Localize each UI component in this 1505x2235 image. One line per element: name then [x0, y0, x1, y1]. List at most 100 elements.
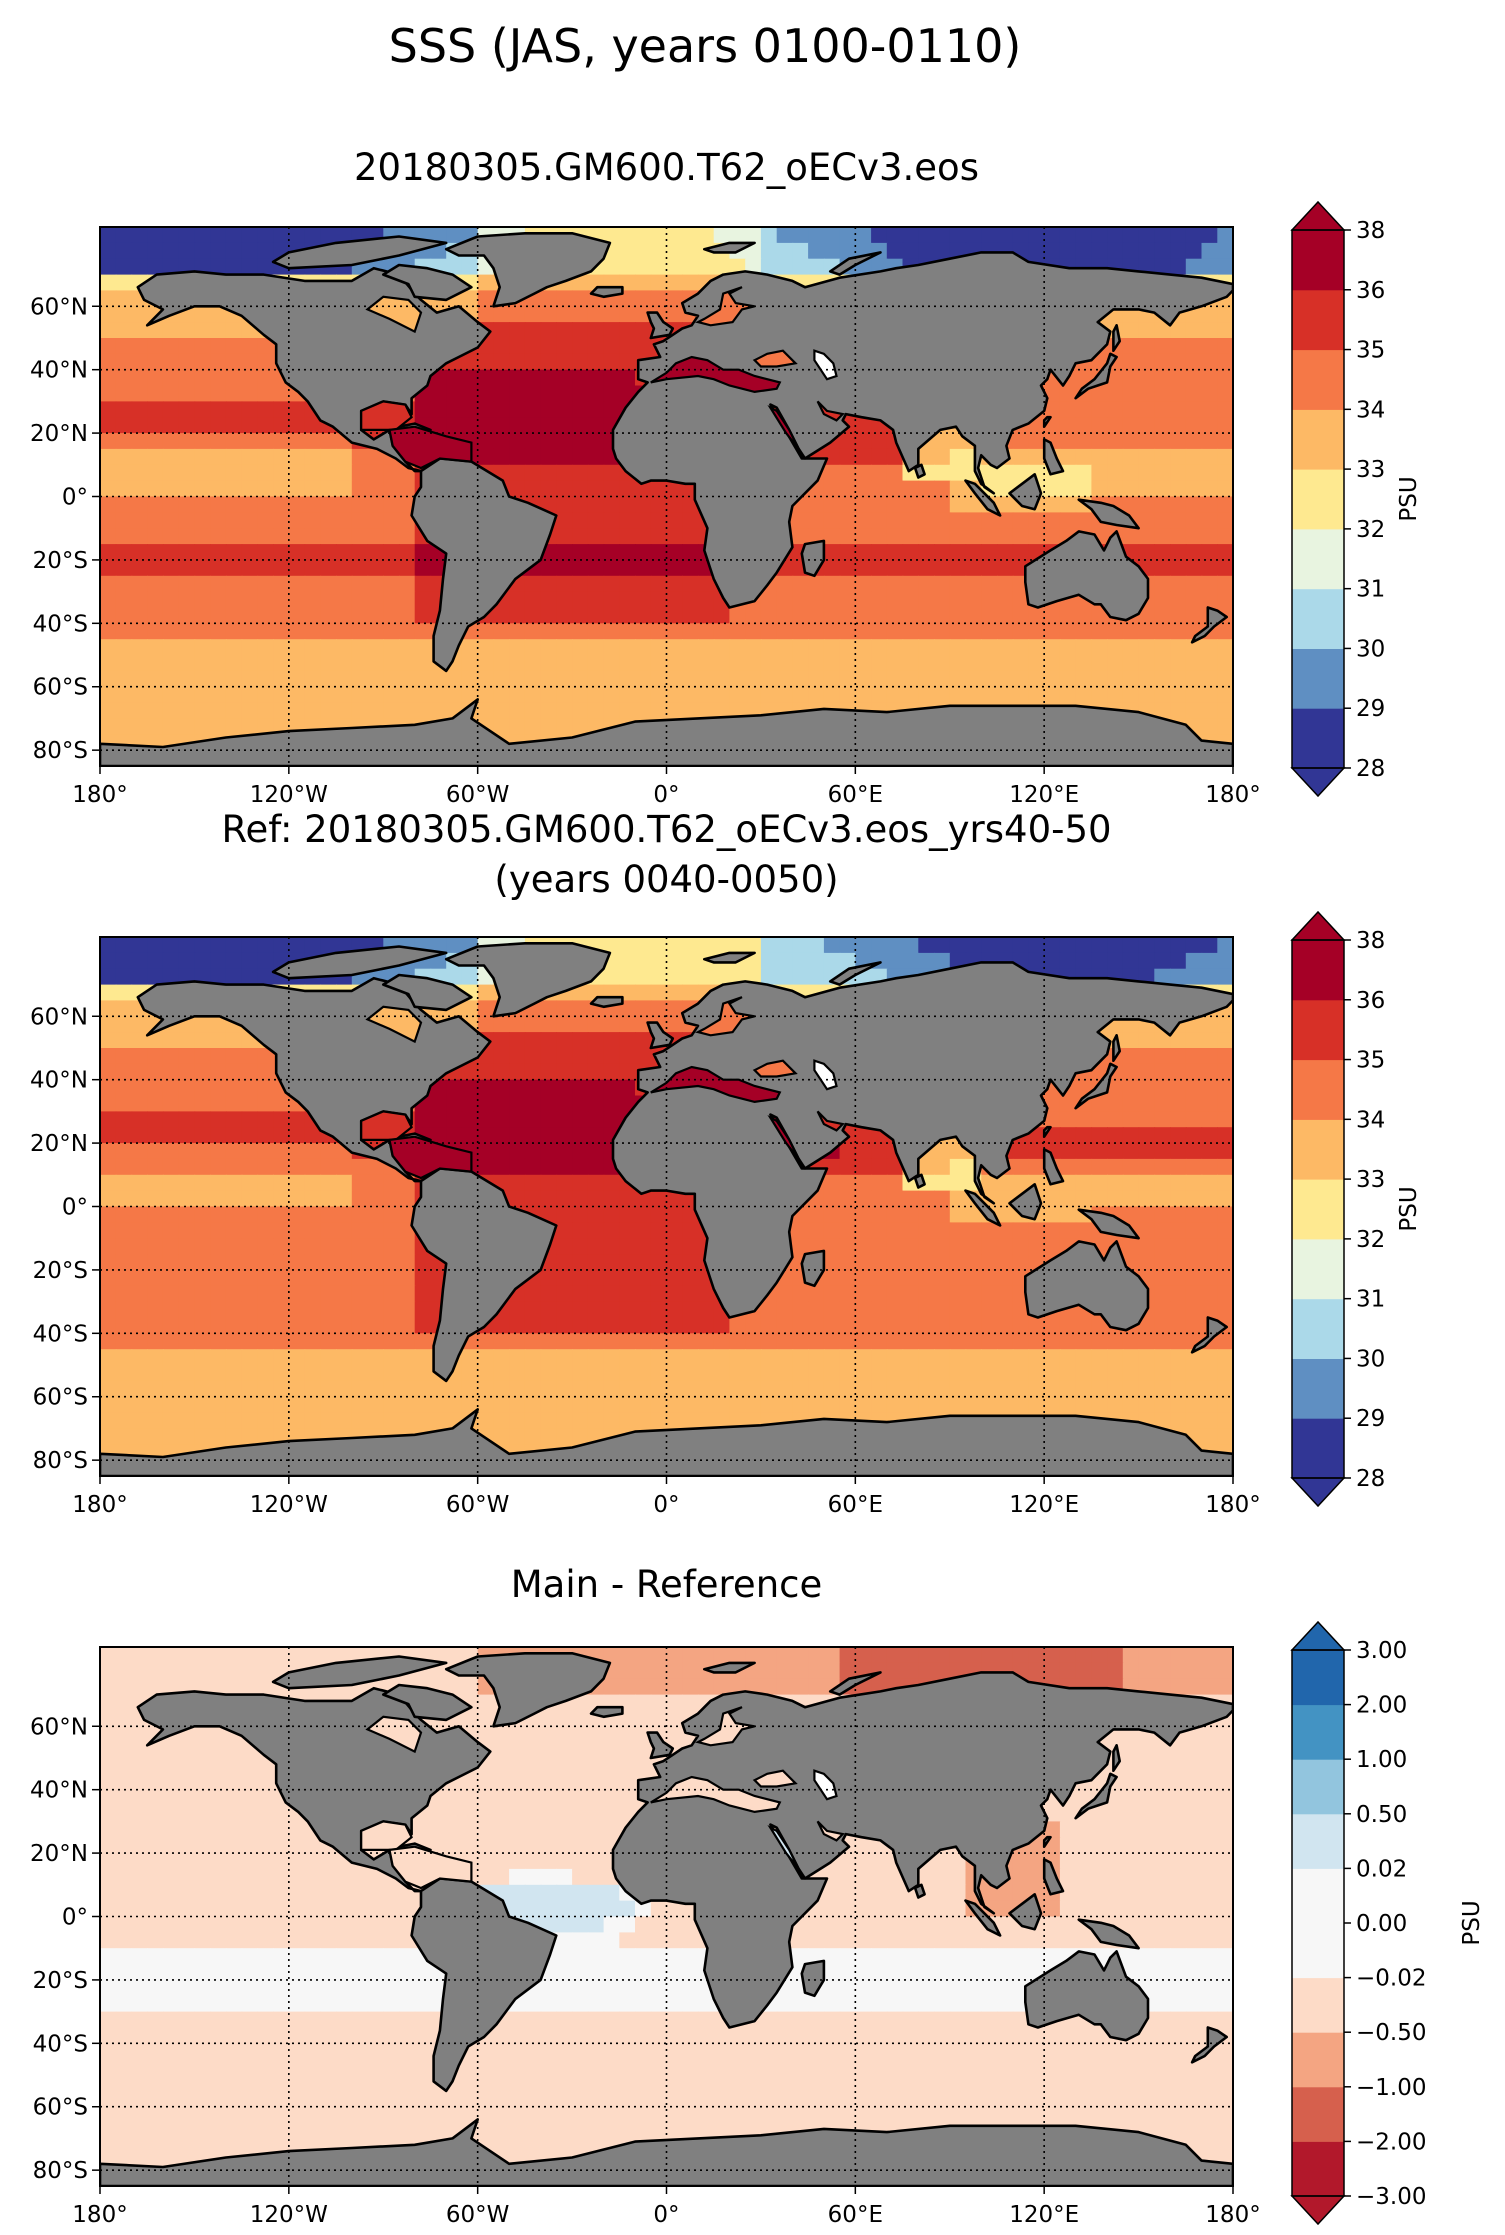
- field-cell: [257, 591, 274, 609]
- field-cell: [886, 496, 904, 514]
- field-cell: [981, 227, 998, 244]
- field-cell: [1122, 1111, 1140, 1129]
- field-cell: [1185, 655, 1203, 672]
- field-cell: [115, 258, 133, 276]
- field-cell: [1122, 1158, 1140, 1176]
- field-cell: [1170, 433, 1187, 450]
- field-cell: [666, 1412, 683, 1430]
- field-cell: [572, 1238, 589, 1255]
- field-cell: [257, 1380, 274, 1398]
- field-cell: [162, 448, 180, 466]
- field-cell: [1217, 702, 1233, 720]
- field-cell: [997, 1333, 1014, 1350]
- field-cell: [572, 1349, 589, 1366]
- field-cell: [871, 433, 888, 450]
- field-cell: [792, 655, 809, 672]
- landmass-australia: [1024, 530, 1150, 622]
- landmass-sri-lanka: [913, 463, 926, 479]
- field-cell: [1185, 369, 1203, 387]
- field-cell: [698, 655, 715, 672]
- field-cell: [603, 1206, 621, 1224]
- field-cell: [351, 670, 369, 688]
- field-cell: [524, 322, 542, 339]
- field-cell: [760, 1333, 778, 1350]
- field-cell: [225, 1127, 243, 1144]
- field-cell: [1138, 670, 1156, 688]
- field-cell: [1170, 385, 1187, 403]
- field-cell: [635, 575, 652, 593]
- field-cell: [1185, 353, 1203, 371]
- field-cell: [965, 1349, 982, 1366]
- field-cell: [713, 1333, 731, 1350]
- field-cell: [162, 433, 180, 450]
- field-cell: [808, 1333, 825, 1350]
- colorbar-segment: [1292, 648, 1344, 709]
- field-cell: [698, 607, 715, 625]
- field-cell: [257, 1095, 274, 1113]
- field-cell: [100, 1412, 117, 1430]
- x-tick-label: 0°: [653, 782, 679, 808]
- field-cell: [587, 655, 605, 672]
- field-cell: [1201, 968, 1218, 986]
- field-cell: [273, 1238, 290, 1255]
- field-cell: [320, 1285, 337, 1303]
- field-cell: [367, 1365, 384, 1382]
- field-cell: [273, 1222, 290, 1240]
- field-cell: [603, 1349, 621, 1366]
- field-cell: [147, 464, 164, 482]
- field-cell: [1201, 1032, 1218, 1049]
- field-cell: [178, 433, 196, 450]
- field-cell: [241, 686, 259, 704]
- field-cell: [131, 575, 148, 593]
- field-cell: [949, 1396, 967, 1414]
- field-cell: [399, 623, 416, 640]
- field-cell: [871, 1349, 888, 1366]
- field-cell: [603, 670, 621, 688]
- field-cell: [225, 401, 243, 419]
- field-cell: [1059, 512, 1077, 530]
- field-cell: [194, 1333, 211, 1350]
- colorbar-tick-label: 34: [1356, 397, 1385, 423]
- field-cell: [965, 512, 982, 530]
- field-cell: [1028, 1365, 1045, 1382]
- field-cell: [147, 655, 164, 672]
- field-cell: [540, 1380, 558, 1398]
- field-cell: [257, 1111, 274, 1129]
- field-cell: [572, 1063, 589, 1081]
- field-cell: [1138, 1222, 1156, 1240]
- field-cell: [178, 353, 196, 371]
- field-cell: [194, 1143, 211, 1160]
- field-cell: [886, 512, 904, 530]
- field-cell: [131, 1158, 148, 1176]
- field-cell: [886, 623, 904, 640]
- field-cell: [414, 686, 432, 704]
- field-cell: [682, 1254, 699, 1271]
- field-cell: [666, 1206, 683, 1224]
- field-cell: [131, 528, 148, 545]
- colorbar-tick-label: 38: [1356, 218, 1385, 244]
- field-cell: [383, 1365, 400, 1382]
- field-cell: [210, 1127, 227, 1144]
- field-cell: [855, 686, 872, 704]
- field-cell: [792, 686, 809, 704]
- field-cell: [162, 1063, 180, 1081]
- field-cell: [1170, 417, 1187, 434]
- field-cell: [918, 623, 935, 640]
- field-cell: [1201, 1222, 1218, 1240]
- field-cell: [1075, 1190, 1093, 1208]
- field-cell: [367, 639, 384, 656]
- field-cell: [351, 1317, 369, 1335]
- field-cell: [257, 433, 274, 450]
- field-cell: [635, 1349, 652, 1366]
- field-cell: [855, 1396, 872, 1414]
- field-cell: [823, 496, 841, 514]
- field-cell: [1091, 1380, 1108, 1398]
- field-cell: [131, 369, 148, 387]
- field-cell: [760, 639, 778, 656]
- field-cell: [304, 480, 322, 498]
- field-cell: [1012, 670, 1030, 688]
- field-cell: [556, 1095, 573, 1113]
- field-cell: [178, 952, 196, 970]
- field-cell: [619, 227, 636, 244]
- field-cell: [839, 1143, 857, 1160]
